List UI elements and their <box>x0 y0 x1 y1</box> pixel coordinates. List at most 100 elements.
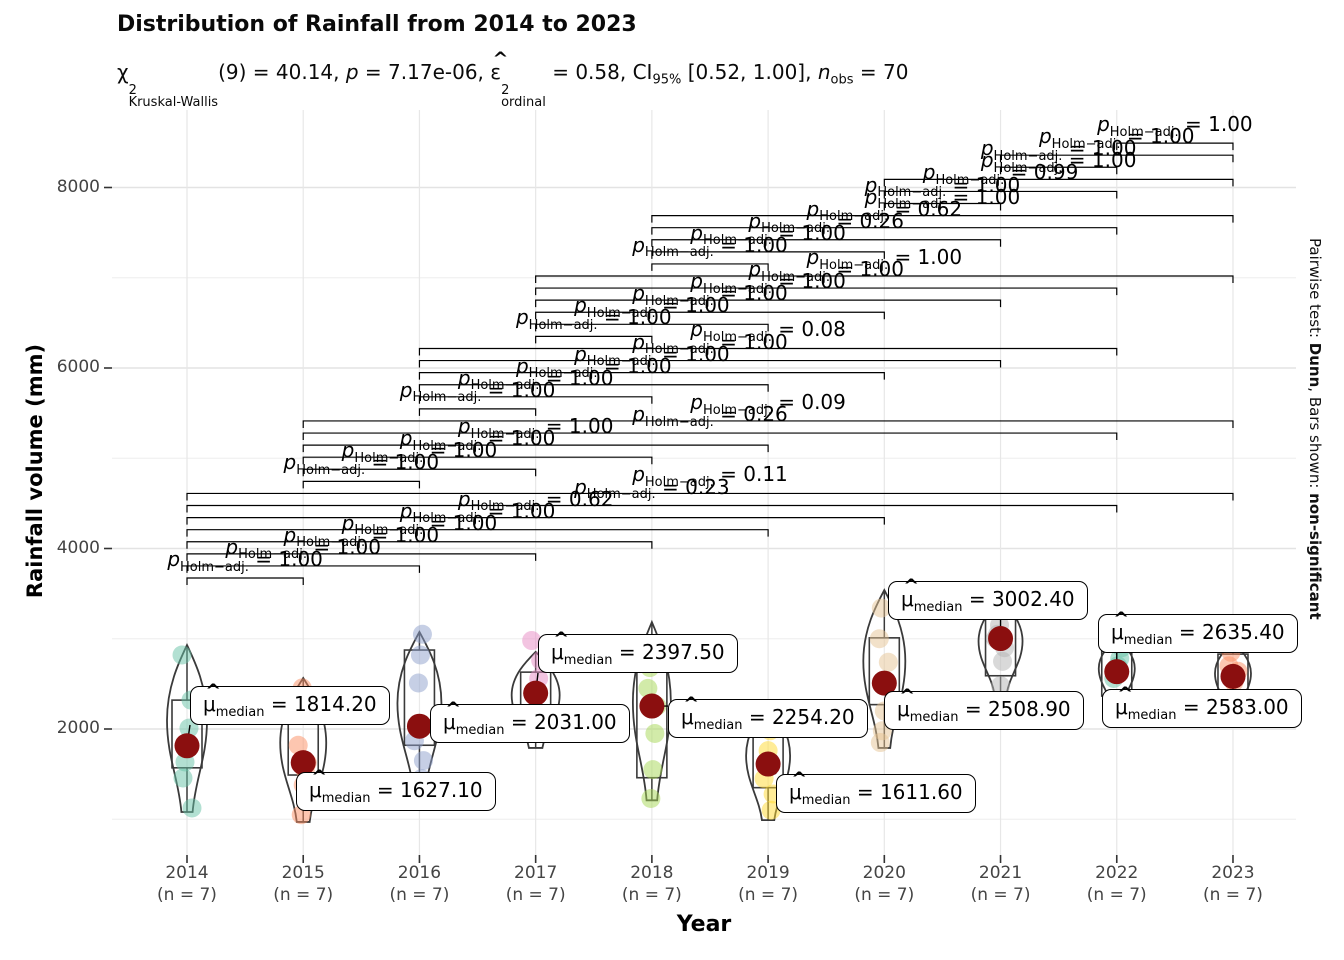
pvalue-label: pHolm−adj. = 1.00 <box>864 172 1021 199</box>
data-point <box>870 733 890 753</box>
ci-values: [0.52, 1.00], <box>681 60 818 84</box>
pvalue-subscript: Holm−adj. <box>1051 136 1121 152</box>
pvalue-value: = 1.00 <box>539 365 614 390</box>
median-value: = 1814.20 <box>264 692 377 716</box>
median-subscript: median <box>455 722 505 738</box>
median-point-2023 <box>1220 663 1246 689</box>
pvalue-symbol: p <box>574 474 587 499</box>
median-value: = 3002.40 <box>962 587 1075 611</box>
x-tick-label: 2019 (n = 7) <box>713 862 823 906</box>
hat-glyph: ^ <box>903 575 920 598</box>
pvalue-subscript: Holm−adj. <box>586 487 656 503</box>
x-tick-year: 2014 <box>165 863 209 883</box>
pvalue-value: = 0.62 <box>888 196 963 221</box>
mu-glyph: μ <box>443 710 456 734</box>
pvalue-label: pHolm−adj. = 1.00 <box>516 307 672 332</box>
median-value: = 1627.10 <box>370 778 483 802</box>
pvalue-subscript: Holm−adj. <box>412 438 482 454</box>
comparison-bracket <box>651 215 1234 223</box>
pvalue-subscript: Holm−adj. <box>993 160 1063 176</box>
pvalue-subscript: Holm−adj. <box>470 426 540 442</box>
median-label-2022: ^ μmedian = 2635.40 <box>1098 608 1298 653</box>
pvalue-subscript: Holm−adj. <box>586 305 656 321</box>
pvalue-symbol: p <box>632 402 645 427</box>
pvalue-value: = 0.62 <box>539 486 614 511</box>
data-point <box>408 673 428 693</box>
data-point <box>172 645 192 665</box>
pvalue-subscript: Holm−adj. <box>354 523 424 539</box>
x-tick-label: 2021 (n = 7) <box>946 862 1056 906</box>
caption: Pairwise test: Dunn, Bars shown: non-sig… <box>1306 238 1324 758</box>
pvalue-label: pHolm−adj. = 0.99 <box>923 162 1079 187</box>
pvalue-value: = 1.00 <box>1120 124 1195 149</box>
x-tick-label: 2017 (n = 7) <box>481 862 591 906</box>
median-label-2017: ^ μmedian = 2397.50 <box>538 628 738 673</box>
pvalue-label: pHolm−adj. = 0.62 <box>807 196 963 223</box>
pvalue-value: = 1.00 <box>365 450 440 475</box>
comparison-bracket <box>651 239 1002 247</box>
pvalue-value: = 1.00 <box>888 245 963 269</box>
pvalue-symbol: p <box>690 389 704 414</box>
comparison-bracket <box>535 299 1002 308</box>
comparison-bracket <box>535 323 769 332</box>
pvalue-subscript: Holm−adj. <box>296 535 366 551</box>
pvalue-symbol: p <box>632 329 645 354</box>
mu-glyph: μ <box>309 778 322 802</box>
pvalue-subscript: Holm−adj. <box>644 245 714 261</box>
pvalue-subscript: Holm−adj. <box>703 402 772 418</box>
data-point <box>288 735 308 755</box>
pvalue-symbol: p <box>1038 124 1052 149</box>
pvalue-subscript: Holm−adj. <box>703 281 772 297</box>
pvalue-symbol: p <box>457 365 471 390</box>
comparison-bracket <box>883 202 1002 211</box>
pvalue-symbol: p <box>806 245 820 269</box>
comparison-bracket <box>651 227 1118 235</box>
pvalue-subscript: Holm−adj. <box>644 293 714 309</box>
comparison-bracket <box>535 311 885 320</box>
pvalue-symbol: p <box>283 450 297 475</box>
pvalue-label: pHolm−adj. = 1.00 <box>632 283 788 308</box>
data-point <box>761 800 781 820</box>
comparison-bracket <box>186 517 885 525</box>
x-tick-year: 2018 <box>630 863 674 883</box>
pvalue-symbol: p <box>980 148 994 173</box>
pvalue-symbol: p <box>864 172 878 197</box>
pvalue-symbol: p <box>457 414 471 439</box>
hat-glyph: ^ <box>311 766 328 789</box>
median-point-2022 <box>1104 659 1130 685</box>
comparison-bracket <box>302 480 421 489</box>
x-tick-label: 2016 (n = 7) <box>364 862 474 906</box>
pvalue-subscript: Holm−adj. <box>354 450 424 466</box>
mu-hat: ^ μ <box>681 693 699 729</box>
pvalue-label: pHolm−adj. = 1.00 <box>400 500 556 525</box>
pvalue-label: pHolm−adj. = 1.00 <box>865 186 1021 211</box>
data-point <box>413 751 433 771</box>
pvalue-value: = 1.00 <box>423 438 498 463</box>
x-tick-year: 2019 <box>746 863 790 883</box>
pvalue-label: pHolm−adj. = 1.00 <box>1097 114 1253 139</box>
hat-glyph: ^ <box>445 698 462 721</box>
pvalue-subscript: Holm−adj. <box>296 462 366 478</box>
x-tick-n: (n = 7) <box>854 885 915 906</box>
median-label-2021: ^ μmedian = 3002.40 <box>888 575 1088 620</box>
pvalue-label: pHolm−adj. = 1.00 <box>574 343 730 368</box>
y-tick-label: 2000 <box>56 718 100 738</box>
hat-glyph: ^ <box>1117 683 1134 706</box>
mu-glyph: μ <box>1115 695 1128 719</box>
pvalue-subscript: Holm−adj. <box>877 185 947 201</box>
pvalue-subscript: Holm−adj. <box>703 330 772 346</box>
pvalue-subscript: Holm−adj. <box>877 197 947 213</box>
median-label-2023: ^ μmedian = 2583.00 <box>1102 683 1302 728</box>
pvalue-symbol: p <box>980 136 994 161</box>
median-label-2020: ^ μmedian = 2508.90 <box>884 685 1084 730</box>
comparison-bracket <box>418 384 769 392</box>
median-subscript: median <box>693 717 743 733</box>
pvalue-symbol: p <box>748 257 762 282</box>
mu-hat: ^ μ <box>901 575 919 611</box>
comparison-bracket <box>418 372 885 380</box>
pvalue-value: = 1.00 <box>481 377 556 402</box>
pvalue-subscript: Holm−adj. <box>528 317 598 333</box>
x-tick-label: 2018 (n = 7) <box>597 862 707 906</box>
pvalue-subscript: Holm−adj. <box>1109 124 1179 140</box>
mu-glyph: μ <box>789 780 802 804</box>
